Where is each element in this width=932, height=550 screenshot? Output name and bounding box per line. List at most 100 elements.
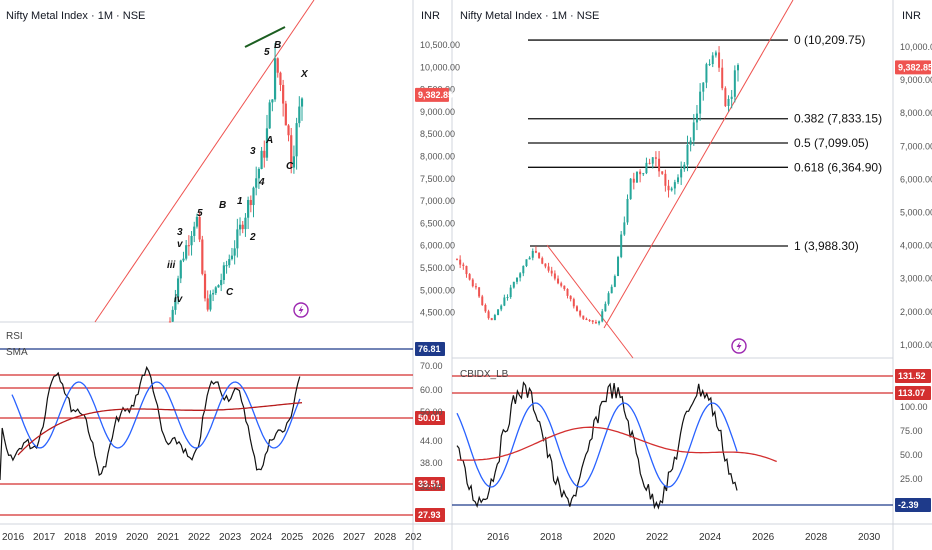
candle-body xyxy=(279,72,282,85)
candle-body xyxy=(241,224,244,230)
right-price-pane: 10,000.00 9,000.00 8,000.00 7,000.00 6,000.0… xyxy=(456,0,932,359)
price-badge xyxy=(895,498,931,512)
candle-body xyxy=(560,283,563,286)
right-chart-title: Nifty Metal Index · 1M · NSE xyxy=(460,10,599,22)
candle-body xyxy=(648,162,651,164)
candle-body xyxy=(737,65,739,71)
candle-body xyxy=(195,216,199,227)
y-tick-label: 4,000.00 xyxy=(900,241,932,251)
candle-body xyxy=(503,297,506,306)
candle-body xyxy=(528,257,531,260)
y-tick-label: 1,000.00 xyxy=(900,340,932,350)
indicator-y-tick: 50.00 xyxy=(900,450,923,460)
candle-body xyxy=(276,58,279,73)
candle-body xyxy=(481,296,484,305)
candle-body xyxy=(667,185,670,191)
y-tick-label: 8,000.00 xyxy=(900,108,932,118)
indicator-y-tick: 100.00 xyxy=(900,402,928,412)
candle-body xyxy=(689,140,692,145)
candle-body xyxy=(193,226,196,236)
fib-level-label: 1 (3,988.30) xyxy=(794,239,859,253)
candle-body xyxy=(168,321,172,323)
rsi-y-tick: 32.00 xyxy=(420,482,443,492)
price-badge-label: 9,382.85 xyxy=(418,90,453,100)
rsi-sma-line xyxy=(11,381,301,449)
candle-body xyxy=(519,273,522,278)
candle-body xyxy=(209,294,212,310)
candle-body xyxy=(591,320,594,322)
candle-body xyxy=(702,82,705,92)
wave-label: 5 xyxy=(197,208,203,219)
candle-body xyxy=(182,258,185,261)
candle-body xyxy=(692,122,695,141)
candle-body xyxy=(179,260,182,279)
candle-body xyxy=(284,103,287,126)
wave-label: C xyxy=(226,287,234,298)
candle-body xyxy=(683,164,686,170)
candle-body xyxy=(626,198,629,223)
x-tick-label: 2025 xyxy=(281,532,304,543)
x-tick-label: 2017 xyxy=(33,532,56,543)
price-badge xyxy=(895,386,931,400)
price-badge xyxy=(415,342,445,356)
y-tick-label: 4,500.00 xyxy=(420,308,455,318)
x-tick-label: 2016 xyxy=(2,532,25,543)
candle-body xyxy=(585,318,588,321)
price-badge-label: 131.52 xyxy=(898,371,926,381)
lightning-icon[interactable] xyxy=(731,338,747,354)
candle-body xyxy=(238,224,242,230)
candle-body xyxy=(664,173,667,186)
x-tick-label: 2018 xyxy=(64,532,87,543)
price-badge xyxy=(415,87,449,102)
right-currency-label[interactable]: INR xyxy=(902,10,921,22)
candle-body xyxy=(222,265,225,281)
rsi-y-tick: 70.00 xyxy=(420,361,443,371)
candle-body xyxy=(670,188,673,191)
candle-body xyxy=(635,171,638,183)
candle-body xyxy=(661,171,664,174)
candle-body xyxy=(557,278,560,284)
y-tick-label: 6,000.00 xyxy=(420,241,455,251)
candle-body xyxy=(632,178,635,183)
x-tick-label: 2022 xyxy=(646,532,669,543)
y-tick-label: 5,000.00 xyxy=(900,208,932,218)
candle-body xyxy=(171,309,174,322)
indicator-y-tick: 25.00 xyxy=(900,474,923,484)
candle-body xyxy=(680,169,683,178)
candle-body xyxy=(613,276,616,287)
candle-body xyxy=(190,235,193,246)
wave-label: C xyxy=(286,161,294,172)
candle-body xyxy=(471,279,474,287)
left-currency-label[interactable]: INR xyxy=(421,10,440,22)
candle-body xyxy=(287,125,290,136)
cbidx-pane: 131.52 113.07 -2.39 100.00 75.00 50.00 25.00 20… xyxy=(452,369,931,543)
candle-body xyxy=(252,187,255,206)
candle-body xyxy=(185,245,188,259)
candle-body xyxy=(718,52,721,68)
x-tick-label: 2020 xyxy=(126,532,149,543)
wave-label: 5 xyxy=(264,47,270,58)
candle-body xyxy=(456,258,458,260)
candle-body xyxy=(553,273,556,279)
candle-body xyxy=(604,303,607,312)
price-badge-label: 27.93 xyxy=(418,510,441,520)
x-tick-label: 2028 xyxy=(805,532,828,543)
fib-level-label: 0.5 (7,099.05) xyxy=(794,136,869,150)
candle-body xyxy=(575,306,578,311)
candle-body xyxy=(255,178,258,188)
candle-body xyxy=(506,297,509,299)
price-badge-label: -2.39 xyxy=(898,500,919,510)
x-tick-label: 2026 xyxy=(312,532,335,543)
candle-body xyxy=(497,309,500,316)
candle-body xyxy=(230,255,234,260)
y-tick-label: 10,000.00 xyxy=(900,42,932,52)
y-tick-label: 9,000.00 xyxy=(420,107,455,117)
candle-body xyxy=(651,157,654,164)
candle-body xyxy=(522,265,525,274)
lightning-icon[interactable] xyxy=(293,302,309,318)
candle-body xyxy=(730,96,733,99)
price-badge-label: 76.81 xyxy=(418,344,441,354)
rsi-y-tick: 38.00 xyxy=(420,458,443,468)
candle-body xyxy=(214,287,217,294)
candle-body xyxy=(699,91,702,114)
